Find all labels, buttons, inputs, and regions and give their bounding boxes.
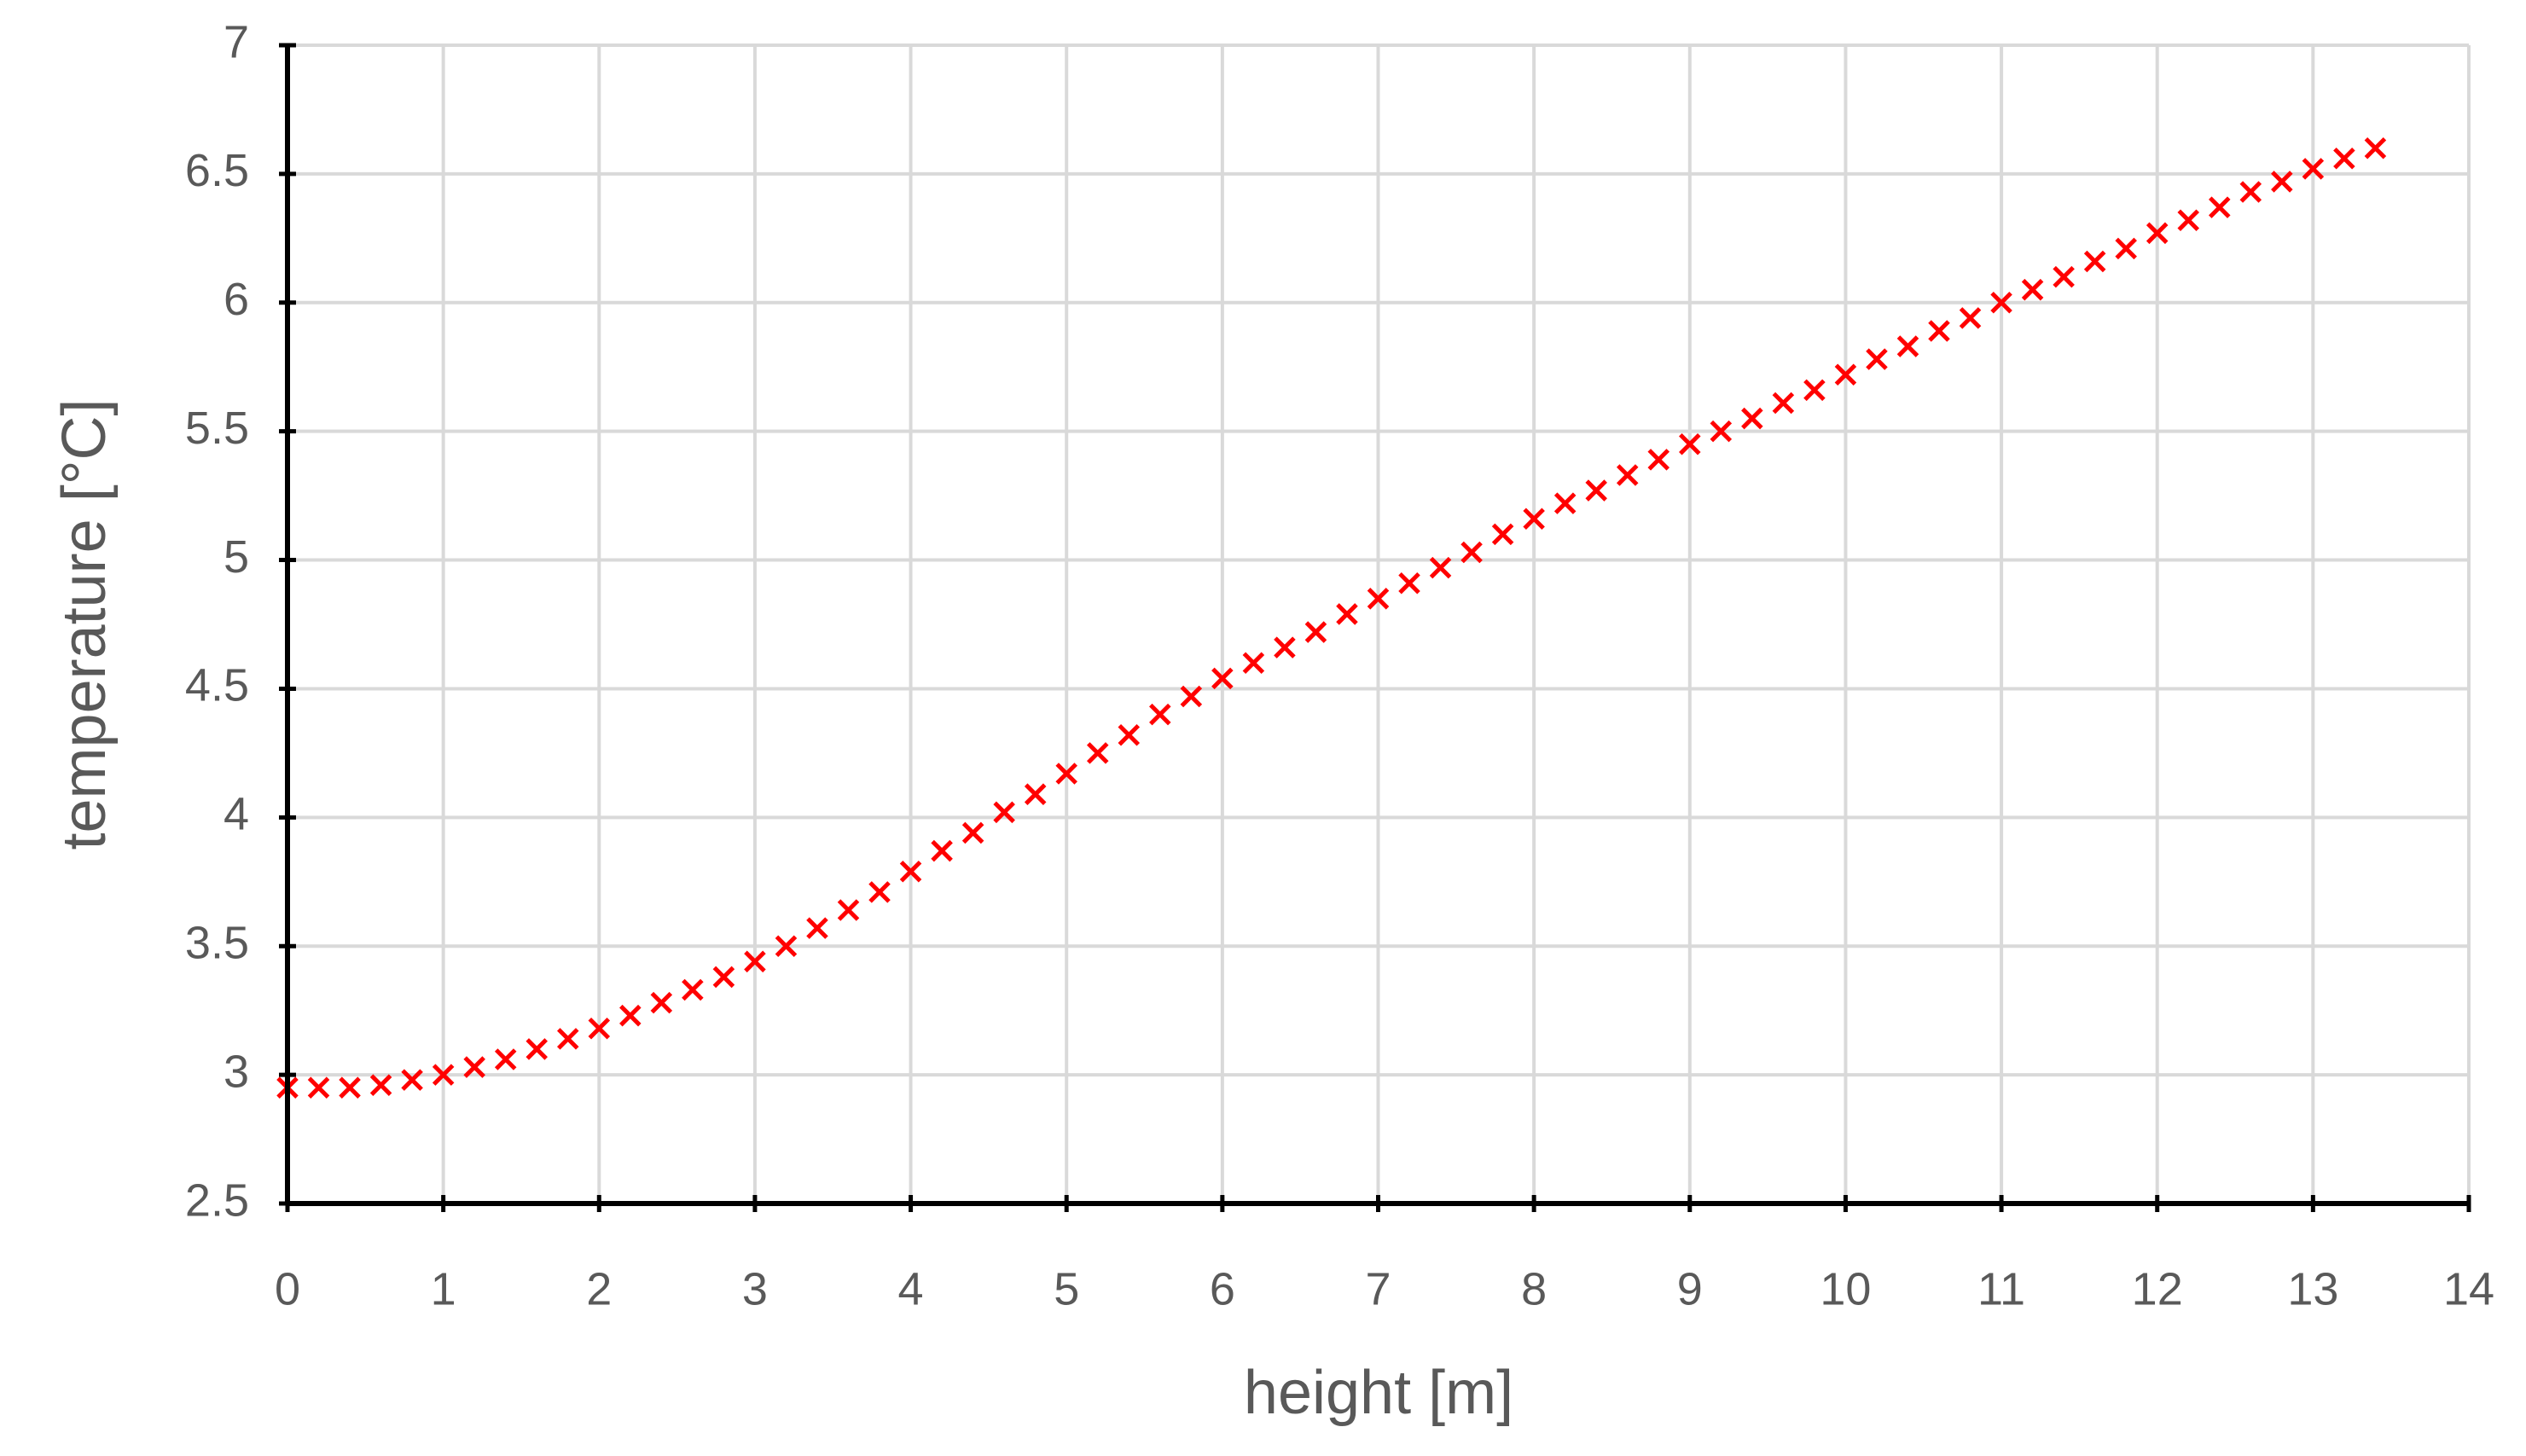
marker xyxy=(1616,464,1639,486)
marker xyxy=(1866,348,1888,370)
marker xyxy=(1741,407,1763,430)
marker xyxy=(1679,432,1701,455)
marker xyxy=(650,991,673,1014)
marker xyxy=(1585,479,1607,502)
y-tick-label: 5.5 xyxy=(185,403,249,454)
marker xyxy=(1710,420,1733,443)
y-tick-label: 3 xyxy=(224,1046,249,1097)
marker xyxy=(1491,523,1514,546)
marker xyxy=(1928,320,1950,342)
marker xyxy=(2364,136,2387,160)
marker xyxy=(1211,667,1234,690)
layer xyxy=(276,136,2387,1099)
marker xyxy=(588,1018,611,1040)
marker xyxy=(1336,603,1358,625)
marker xyxy=(2271,171,2293,193)
x-tick-label: 2 xyxy=(586,1263,612,1314)
marker xyxy=(1896,335,1919,357)
marker xyxy=(2302,158,2325,180)
marker xyxy=(1118,723,1141,746)
marker xyxy=(556,1028,579,1050)
marker xyxy=(1024,783,1047,805)
marker xyxy=(1959,307,1982,329)
marker xyxy=(2083,250,2106,273)
marker xyxy=(1460,541,1483,564)
marker xyxy=(1523,508,1545,531)
x-tick-label: 10 xyxy=(1820,1263,1871,1314)
layer: 2.533.544.555.566.570 1 2 3 4 5 6 7 8 9 10 11 12 13 14 xyxy=(185,16,2494,1314)
x-tick-label: 8 xyxy=(1521,1263,1547,1314)
marker xyxy=(2053,265,2075,288)
marker xyxy=(1803,379,1826,402)
marker xyxy=(494,1048,517,1070)
marker xyxy=(837,899,860,921)
marker xyxy=(619,1004,642,1027)
marker xyxy=(369,1074,392,1096)
y-axis-title: temperature [°C] xyxy=(50,399,119,850)
marker xyxy=(307,1076,330,1099)
y-tick-label: 7 xyxy=(224,16,249,67)
x-tick-label: 13 xyxy=(2287,1263,2338,1314)
marker xyxy=(2146,222,2169,245)
marker xyxy=(1990,292,2012,314)
marker xyxy=(401,1069,423,1091)
marker xyxy=(1055,763,1077,785)
marker xyxy=(961,821,984,844)
x-tick-label: 5 xyxy=(1054,1263,1079,1314)
marker xyxy=(868,881,891,903)
x-tick-label: 3 xyxy=(742,1263,768,1314)
marker xyxy=(2333,148,2355,170)
marker xyxy=(2209,196,2231,218)
marker xyxy=(806,917,828,939)
marker xyxy=(526,1038,548,1060)
y-tick-label: 4.5 xyxy=(185,660,249,711)
marker xyxy=(2177,209,2200,231)
marker xyxy=(1367,588,1390,610)
x-axis-title: height [m] xyxy=(1244,1359,1513,1427)
y-tick-label: 3.5 xyxy=(185,917,249,968)
marker xyxy=(1834,363,1857,386)
x-tick-label: 6 xyxy=(1210,1263,1235,1314)
x-tick-label: 14 xyxy=(2443,1263,2494,1314)
marker xyxy=(1304,621,1327,643)
layer xyxy=(286,44,2471,1205)
marker xyxy=(1772,392,1795,415)
marker xyxy=(682,978,704,1001)
x-tick-label: 11 xyxy=(1977,1263,2025,1314)
marker xyxy=(993,801,1015,824)
y-tick-label: 2.5 xyxy=(185,1175,249,1226)
marker xyxy=(712,966,735,989)
marker xyxy=(1242,652,1265,675)
x-tick-label: 7 xyxy=(1365,1263,1391,1314)
x-tick-label: 4 xyxy=(898,1263,924,1314)
y-tick-label: 6.5 xyxy=(185,145,249,196)
marker xyxy=(744,950,766,973)
marker xyxy=(1274,636,1296,658)
marker xyxy=(1149,703,1171,726)
marker xyxy=(1647,449,1670,471)
x-tick-label: 9 xyxy=(1677,1263,1703,1314)
marker xyxy=(1429,556,1452,579)
y-tick-label: 4 xyxy=(224,789,249,840)
marker xyxy=(1086,742,1109,764)
y-tick-label: 5 xyxy=(224,531,249,583)
marker xyxy=(1553,492,1577,514)
x-tick-label: 1 xyxy=(431,1263,456,1314)
marker xyxy=(339,1076,361,1099)
marker xyxy=(1398,571,1420,595)
marker xyxy=(1180,685,1203,708)
marker xyxy=(2239,181,2262,203)
x-tick-label: 12 xyxy=(2132,1263,2183,1314)
marker xyxy=(899,860,922,883)
y-tick-label: 6 xyxy=(224,274,249,325)
marker xyxy=(775,935,798,957)
marker xyxy=(2115,237,2137,260)
marker xyxy=(2021,278,2044,301)
x-tick-label: 0 xyxy=(275,1263,300,1314)
marker xyxy=(463,1056,485,1078)
marker xyxy=(432,1064,455,1086)
marker xyxy=(931,839,953,862)
